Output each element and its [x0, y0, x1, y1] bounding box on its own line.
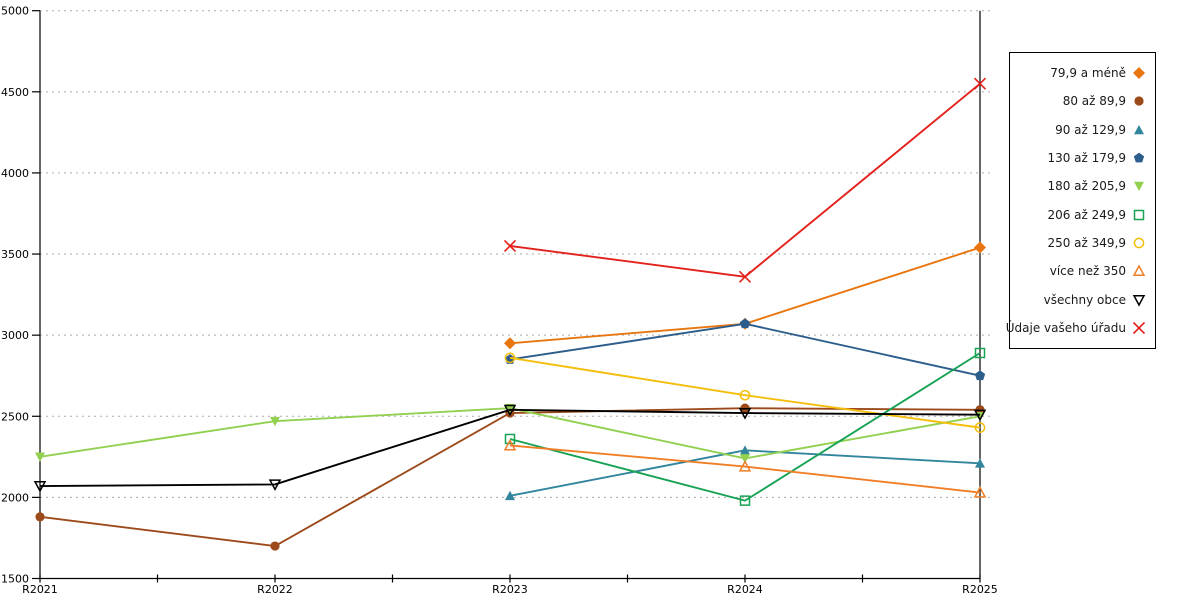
y-axis-label: 2500: [1, 410, 29, 423]
legend-item-label: více než 350: [1049, 264, 1126, 279]
pentagon-icon: [1133, 152, 1145, 163]
legend-item-label: všechny obce: [1043, 292, 1126, 307]
series-marker-icon: [739, 495, 751, 506]
legend-item: 206 až 249,9: [1010, 208, 1155, 222]
x-axis-label: R2021: [22, 583, 58, 596]
x-axis-label: R2025: [962, 583, 998, 596]
series-marker-icon: [270, 541, 280, 551]
series-marker-icon: [740, 445, 750, 455]
series-line: [39, 408, 981, 487]
legend-item-label: 80 až 89,9: [1062, 94, 1126, 109]
series-marker-icon: [739, 318, 751, 329]
legend-item: 180 až 205,9: [1010, 179, 1155, 193]
y-axis-label: 2000: [1, 491, 29, 504]
series-marker-icon: [270, 416, 280, 427]
triangle-up-icon: [1134, 124, 1144, 135]
legend-marker-icon: [1133, 152, 1145, 163]
x-axis-label: R2022: [257, 583, 293, 596]
legend-item-label: Údaje vašeho úřadu: [1005, 320, 1126, 335]
legend-item-label: 90 až 129,9: [1055, 122, 1126, 137]
legend-marker-icon: [1134, 124, 1144, 135]
series-marker-icon: [973, 409, 987, 422]
legend-item-label: 206 až 249,9: [1047, 207, 1126, 222]
series-marker-icon: [503, 438, 517, 451]
legend-marker-icon: [1133, 209, 1145, 220]
series-line: [509, 444, 981, 494]
y-axis-label: 4000: [1, 167, 29, 180]
legend-item-label: 180 až 205,9: [1047, 179, 1126, 194]
series-marker-icon: [503, 239, 517, 252]
series-marker-icon: [740, 454, 750, 464]
y-axis-label: 4500: [1, 86, 29, 99]
series-marker-icon: [739, 389, 751, 401]
circle-icon: [1134, 96, 1144, 107]
series-marker-icon: [503, 404, 517, 417]
legend-item: 80 až 89,9: [1010, 94, 1155, 108]
series-marker-icon: [975, 458, 985, 468]
chart-legend: 79,9 a méně 80 až 89,9 90 až 129,9 130 až 1…: [1006, 52, 1156, 349]
legend-item: 130 až 179,9: [1010, 151, 1155, 165]
y-axis-label: 3500: [1, 248, 29, 261]
series-marker-icon: [738, 270, 752, 283]
legend-marker-icon: [1132, 294, 1146, 307]
series-marker-icon: [973, 77, 987, 90]
legend-item-label: 130 až 179,9: [1047, 151, 1126, 166]
legend-item: 90 až 129,9: [1010, 123, 1155, 137]
series-marker-icon: [35, 452, 45, 462]
legend-marker-icon: [1134, 182, 1144, 192]
series-line: [509, 82, 981, 278]
legend-marker-icon: [1132, 264, 1146, 277]
series-marker-icon: [504, 433, 516, 445]
series-marker-icon: [504, 352, 516, 364]
series-marker-icon: [974, 241, 986, 254]
series-marker-icon: [973, 485, 987, 498]
legend-marker-icon: [1132, 321, 1146, 334]
legend-item: všechny obce: [1010, 293, 1155, 307]
legend-item: více než 350: [1010, 264, 1155, 278]
series-line: [509, 356, 981, 429]
legend-item: 250 až 349,9: [1010, 236, 1155, 250]
triangle-down-icon: [1134, 182, 1144, 192]
series-marker-icon: [974, 347, 986, 359]
triangle-up-icon: [1132, 264, 1146, 277]
series-line: [509, 322, 981, 377]
diamond-icon: [1133, 67, 1145, 80]
legend-item-label: 250 až 349,9: [1047, 235, 1126, 250]
series-marker-icon: [35, 512, 45, 522]
x-axis-label: R2024: [727, 583, 763, 596]
legend-item-label: 79,9 a méně: [1050, 66, 1126, 81]
series-marker-icon: [268, 479, 282, 491]
series-marker-icon: [33, 480, 47, 493]
legend-item: 79,9 a méně: [1010, 66, 1155, 80]
y-axis-label: 3000: [1, 329, 29, 342]
legend-marker-icon: [1133, 237, 1145, 249]
x-icon: [1132, 321, 1146, 334]
series-marker-icon: [504, 337, 516, 350]
y-axis-label: 5000: [1, 5, 29, 18]
series-line: [509, 352, 981, 502]
series-marker-icon: [738, 407, 752, 420]
square-icon: [1133, 209, 1145, 220]
x-axis-label: R2023: [492, 583, 528, 596]
series-marker-icon: [974, 422, 986, 433]
series-marker-icon: [974, 370, 986, 381]
y-axis-label: 1500: [1, 573, 29, 586]
legend-item: Údaje vašeho úřadu: [1006, 321, 1155, 335]
series-marker-icon: [505, 490, 515, 501]
triangle-down-icon: [1132, 294, 1146, 307]
legend-marker-icon: [1133, 67, 1145, 80]
legend-marker-icon: [1134, 96, 1144, 107]
series-marker-icon: [738, 459, 752, 472]
circle-icon: [1133, 237, 1145, 249]
